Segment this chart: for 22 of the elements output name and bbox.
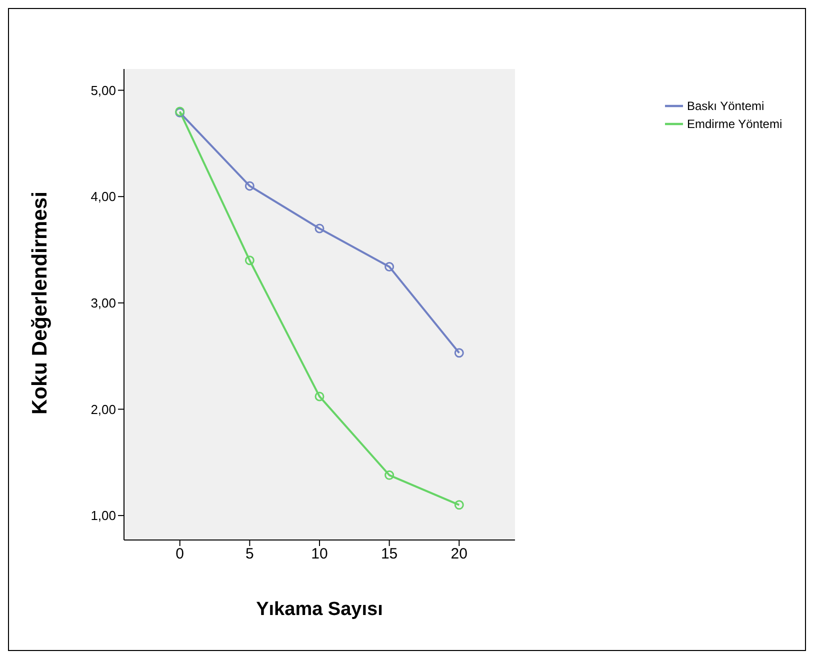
x-tick-label: 0 [176,546,184,563]
x-tick-label: 20 [450,546,468,563]
y-axis-title: Koku Değerlendirmesi [28,192,52,414]
y-tick-label: 3,00 [90,296,116,311]
point [314,392,324,402]
y-tick-label: 1,00 [90,508,116,524]
legend-label: Baskı Yöntemi [687,99,764,114]
x-tick-label: 5 [246,546,254,563]
x-axis-title: Yıkama Sayısı [256,599,383,620]
point [454,500,464,510]
point [244,256,254,266]
legend-label: Emdirme Yöntemi [687,117,782,132]
point [314,224,324,234]
point [384,262,394,272]
x-tick-label: 15 [380,546,398,563]
y-tick-label: 4,00 [90,189,116,204]
y-tick-label: 5,00 [90,82,116,98]
point [384,470,394,480]
y-tick-label: 2,00 [90,402,116,417]
point [454,348,464,358]
point [244,181,254,191]
x-tick-label: 10 [311,546,328,563]
